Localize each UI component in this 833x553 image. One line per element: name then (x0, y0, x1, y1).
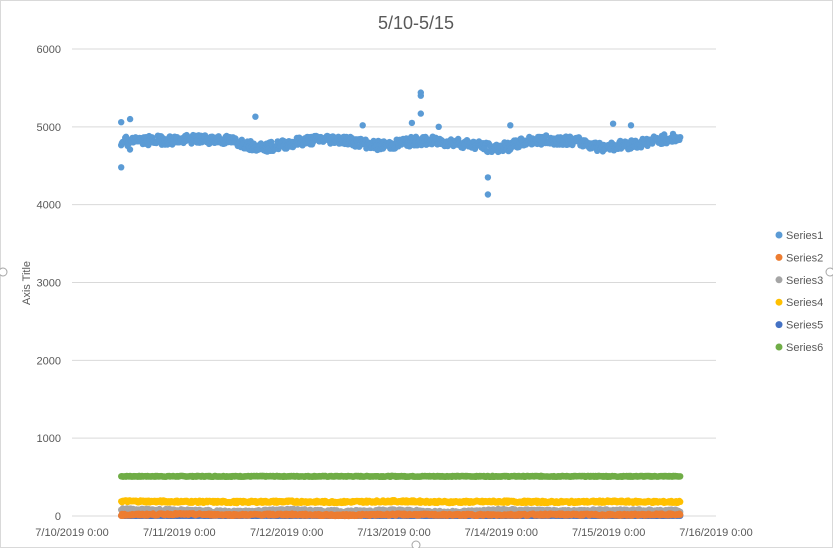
data-point (126, 146, 134, 153)
legend-marker (775, 231, 783, 239)
series-series6 (118, 472, 684, 480)
data-point (145, 141, 152, 149)
legend-marker (775, 276, 783, 284)
legend-label: Series3 (786, 275, 823, 287)
legend-label: Series2 (786, 252, 823, 264)
data-point (627, 122, 635, 129)
series-series1 (118, 89, 684, 198)
data-point (417, 89, 424, 96)
data-point (677, 498, 684, 505)
data-point (408, 119, 416, 127)
legend-item-series2[interactable]: Series2 (775, 252, 824, 264)
legend-marker (775, 321, 783, 329)
data-point (542, 132, 550, 139)
legend-item-series6[interactable]: Series6 (775, 342, 824, 354)
x-tick-label: 7/15/2019 0:00 (572, 527, 645, 539)
data-point (609, 120, 617, 127)
series-series4 (118, 497, 684, 507)
resize-handle-bottom[interactable] (411, 540, 421, 550)
data-point (417, 110, 424, 117)
legend-label: Series4 (786, 297, 823, 309)
data-point (118, 164, 125, 171)
resize-handle-right[interactable] (825, 267, 833, 277)
data-point (677, 511, 684, 518)
legend-marker (775, 298, 783, 306)
legend-label: Series6 (786, 342, 823, 354)
data-point (484, 191, 492, 198)
legend-item-series5[interactable]: Series5 (775, 320, 824, 332)
x-tick-label: 7/10/2019 0:00 (35, 527, 108, 539)
chart-title: 5/10-5/15 (378, 13, 454, 33)
y-tick-label: 3000 (37, 278, 61, 290)
legend-item-series4[interactable]: Series4 (775, 297, 824, 309)
data-point (484, 174, 492, 181)
x-tick-label: 7/12/2019 0:00 (250, 527, 323, 539)
legend-item-series1[interactable]: Series1 (775, 230, 824, 242)
x-tick-label: 7/13/2019 0:00 (357, 527, 430, 539)
y-tick-label: 2000 (37, 355, 61, 367)
y-tick-label: 0 (55, 511, 61, 523)
y-tick-label: 5000 (37, 122, 61, 134)
legend-label: Series5 (786, 320, 823, 332)
legend-label: Series1 (786, 230, 823, 242)
data-point (677, 473, 684, 480)
data-point (507, 122, 514, 129)
legend-marker (775, 343, 783, 351)
data-point (435, 123, 442, 130)
resize-handle-left[interactable] (0, 267, 8, 277)
y-axis-title: Axis Title (21, 261, 33, 305)
data-point (252, 113, 259, 120)
legend-item-series3[interactable]: Series3 (775, 275, 824, 287)
data-point (118, 119, 125, 126)
data-point (359, 122, 366, 129)
y-tick-label: 6000 (37, 44, 61, 56)
legend-marker (775, 253, 783, 261)
y-tick-label: 4000 (37, 200, 61, 212)
x-tick-label: 7/11/2019 0:00 (143, 527, 216, 539)
x-tick-label: 7/14/2019 0:00 (465, 527, 538, 539)
y-tick-label: 1000 (37, 433, 61, 445)
x-tick-label: 7/16/2019 0:00 (679, 527, 752, 539)
data-point (677, 134, 684, 141)
series-series2 (118, 510, 684, 520)
data-point (126, 115, 134, 123)
